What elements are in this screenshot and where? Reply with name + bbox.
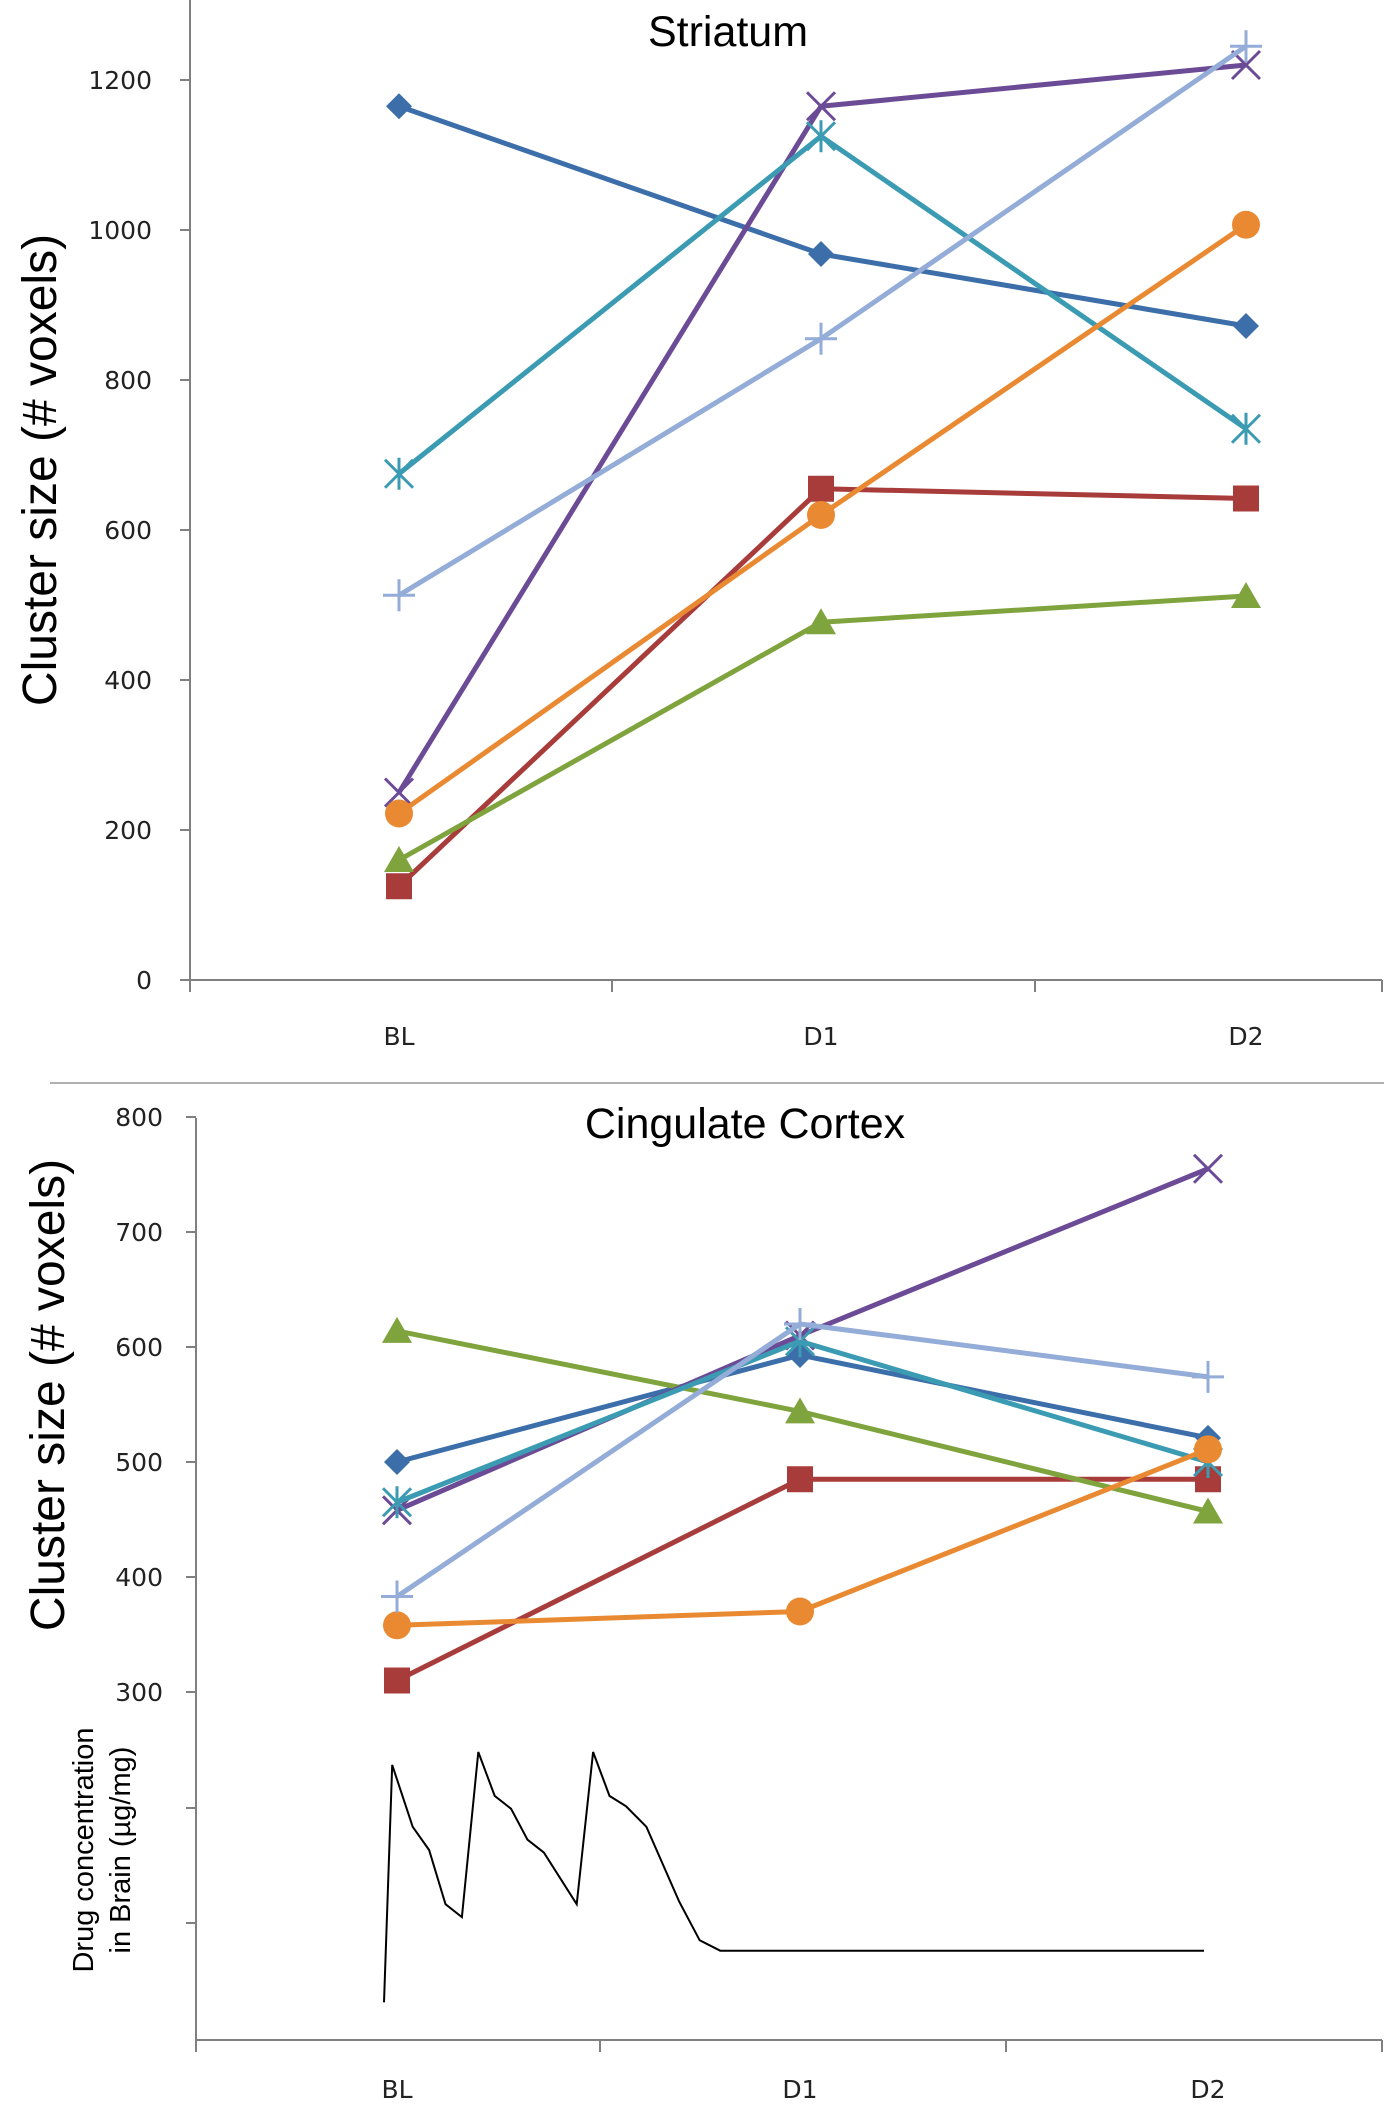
cingulate-subject-2	[384, 1466, 1221, 1694]
striatum-x-tick-label: D1	[803, 1022, 838, 1051]
striatum-series	[383, 30, 1262, 900]
striatum-y-tick-label: 200	[104, 816, 152, 845]
striatum-axis-ticks: 0 200 400 600 800 1000 1200 BL D1 D2	[88, 66, 1383, 1051]
striatum-y-tick-label: 1000	[88, 216, 152, 245]
cingulate-series	[381, 1153, 1224, 1694]
striatum-subject-4-point	[383, 777, 415, 808]
drug-axis-ticks	[186, 1807, 196, 1924]
striatum-subject-3-line	[397, 593, 1247, 863]
cingulate-axis-ticks: 300 400 500 600 700 800 BL D1 D2	[115, 1103, 1383, 2104]
striatum-subject-5	[383, 120, 1262, 490]
cingulate-subject-4-point	[1192, 1153, 1224, 1184]
striatum-subject-7	[383, 30, 1262, 612]
striatum-subject-2-point	[386, 873, 412, 900]
striatum-subject-7-point	[1230, 30, 1262, 63]
cingulate-y-tick-label: 800	[115, 1103, 163, 1132]
cingulate-y-tick-label: 700	[115, 1218, 163, 1247]
striatum-subject-5-point	[1230, 412, 1262, 445]
cingulate-subject-2-point	[384, 1667, 410, 1694]
drug-concentration-panel: Drug concentration in Brain (µg/mg)	[68, 1727, 1204, 2003]
cingulate-subject-7-point	[381, 1580, 413, 1613]
striatum-y-axis-label: Cluster size (# voxels)	[14, 234, 67, 706]
striatum-subject-2-point	[1233, 485, 1259, 512]
striatum-subject-3-point	[384, 846, 414, 872]
cingulate-subject-3-point	[1193, 1497, 1223, 1524]
cingulate-subject-7-point	[1192, 1360, 1224, 1393]
cingulate-subject-6-point	[1194, 1435, 1222, 1464]
striatum-subject-2	[386, 475, 1259, 900]
cingulate-subject-6-point	[786, 1597, 814, 1626]
cingulate-subject-1-point	[384, 1449, 410, 1475]
striatum-title: Striatum	[648, 8, 808, 56]
striatum-y-tick-label: 1200	[88, 66, 152, 95]
striatum-subject-1-point	[1233, 313, 1259, 339]
striatum-subject-4	[383, 49, 1262, 808]
striatum-subject-7-point	[383, 579, 415, 612]
cingulate-subject-6	[383, 1435, 1222, 1640]
drug-concentration-trace	[383, 1751, 1204, 2003]
striatum-subject-1-point	[808, 241, 834, 267]
cingulate-subject-6-point	[383, 1611, 411, 1640]
striatum-y-tick-label: 800	[104, 366, 152, 395]
cingulate-y-axis-label: Cluster size (# voxels)	[22, 1159, 75, 1631]
cingulate-y-tick-label: 500	[115, 1448, 163, 1477]
cingulate-subject-3-point	[785, 1397, 815, 1424]
striatum-subject-1-point	[386, 93, 412, 120]
striatum-y-tick-label: 0	[136, 966, 152, 995]
cingulate-x-tick-label: BL	[381, 2075, 412, 2104]
cingulate-x-tick-label: D2	[1190, 2075, 1225, 2104]
striatum-subject-6-point	[385, 799, 413, 828]
striatum-subject-3-point	[1231, 582, 1261, 608]
striatum-subject-5-point	[383, 457, 415, 490]
striatum-x-tick-label: BL	[383, 1022, 414, 1051]
striatum-subject-6-point	[1232, 210, 1260, 239]
striatum-subject-7-point	[805, 322, 837, 355]
cingulate-subject-3	[382, 1316, 1223, 1524]
cingulate-subject-7-point	[784, 1308, 816, 1340]
striatum-subject-2-point	[808, 475, 834, 502]
striatum-subject-2-line	[397, 486, 1247, 889]
drug-y-axis-label-line2: in Brain (µg/mg)	[105, 1747, 137, 1954]
striatum-y-tick-label: 400	[104, 666, 152, 695]
cingulate-panel: 300 400 500 600 700 800 BL D1 D2 Cingulate Corte…	[22, 1100, 1383, 2104]
striatum-subject-6-point	[807, 501, 835, 529]
cingulate-subject-5-point	[381, 1486, 413, 1519]
cingulate-subject-2-point	[787, 1466, 813, 1493]
cingulate-x-tick-label: D1	[782, 2075, 817, 2104]
striatum-y-tick-label: 600	[104, 516, 152, 545]
cingulate-title: Cingulate Cortex	[585, 1100, 906, 1148]
cingulate-subject-3-point	[382, 1316, 412, 1343]
cingulate-y-tick-label: 400	[115, 1563, 163, 1592]
striatum-subject-4-point	[805, 91, 837, 122]
striatum-panel: 0 200 400 600 800 1000 1200 BL D1 D2 Striatum Clu…	[14, 0, 1383, 1051]
cingulate-subject-2-line	[395, 1476, 1208, 1683]
striatum-subject-4-line	[396, 62, 1247, 794]
striatum-x-tick-label: D2	[1228, 1022, 1263, 1051]
cingulate-subject-7	[381, 1308, 1224, 1613]
cingulate-y-tick-label: 600	[115, 1333, 163, 1362]
striatum-subject-5-point	[805, 120, 837, 153]
cingulate-y-tick-label: 300	[115, 1678, 163, 1707]
striatum-subject-1	[386, 93, 1259, 339]
striatum-subject-3	[384, 582, 1261, 872]
striatum-subject-6	[385, 210, 1260, 828]
drug-y-axis-label-line1: Drug concentration	[68, 1727, 100, 1972]
striatum-subject-3-point	[806, 608, 836, 635]
